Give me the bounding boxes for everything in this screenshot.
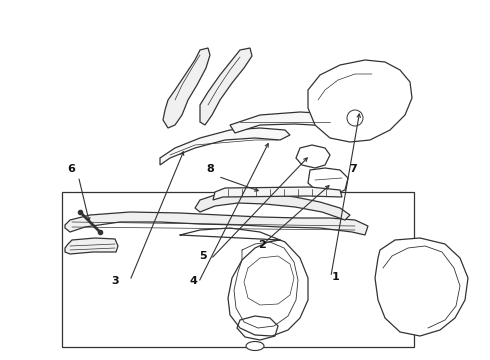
Text: 6: 6 <box>67 164 75 174</box>
Polygon shape <box>308 60 412 142</box>
Circle shape <box>347 110 363 126</box>
Polygon shape <box>296 145 330 168</box>
Ellipse shape <box>246 342 264 351</box>
Polygon shape <box>375 238 468 336</box>
Text: 1: 1 <box>332 272 340 282</box>
Polygon shape <box>65 212 368 235</box>
Polygon shape <box>160 128 290 165</box>
Text: 4: 4 <box>190 276 197 286</box>
Text: 3: 3 <box>111 276 119 286</box>
Text: 5: 5 <box>199 251 207 261</box>
Polygon shape <box>163 48 210 128</box>
Polygon shape <box>195 193 350 220</box>
Polygon shape <box>65 238 118 254</box>
Bar <box>62 192 414 347</box>
Text: 8: 8 <box>207 164 215 174</box>
Text: 2: 2 <box>258 240 266 250</box>
Polygon shape <box>237 316 278 340</box>
Polygon shape <box>308 168 348 195</box>
Polygon shape <box>213 187 342 200</box>
Text: 7: 7 <box>349 164 357 174</box>
Polygon shape <box>200 48 252 125</box>
Polygon shape <box>230 112 340 133</box>
